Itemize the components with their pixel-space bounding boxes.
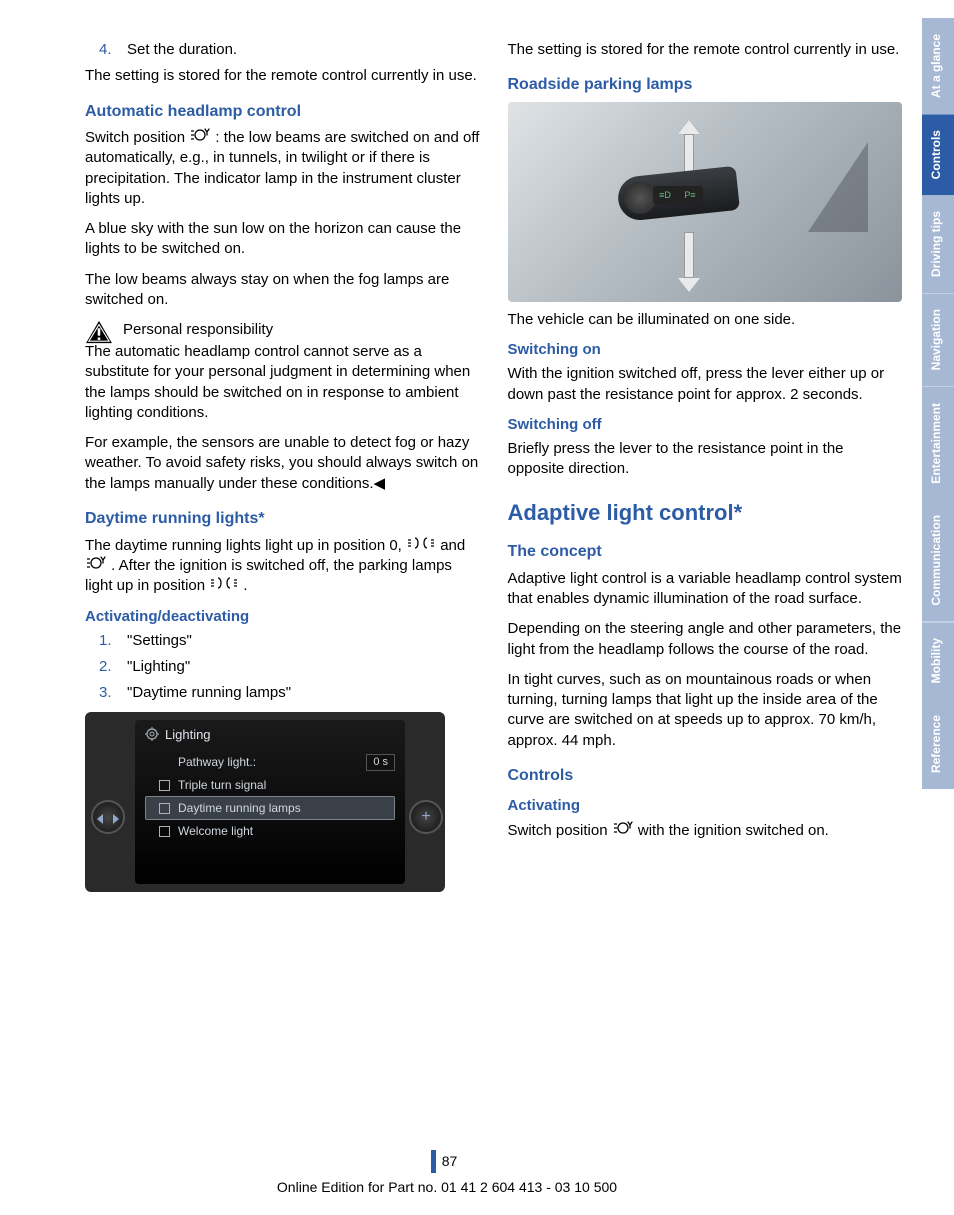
heading-automatic-headlamp: Automatic headlamp control — [85, 101, 480, 123]
heading-switching-off: Switching off — [508, 415, 903, 435]
tab-reference[interactable]: Reference — [922, 699, 954, 789]
tab-at-a-glance[interactable]: At a glance — [922, 18, 954, 114]
stored-note-r: The setting is stored for the remote con… — [508, 40, 903, 60]
step-text: Set the duration. — [127, 40, 237, 60]
step-number: 4. — [99, 40, 113, 60]
heading-controls: Controls — [508, 765, 903, 787]
checkbox-icon — [159, 826, 170, 837]
idrive-row-drl-selected: Daytime running lamps — [145, 796, 395, 820]
right-column: The setting is stored for the remote con… — [508, 40, 903, 1195]
arrow-down-icon — [678, 232, 700, 292]
tab-driving-tips[interactable]: Driving tips — [922, 195, 954, 293]
heading-activating: Activating — [508, 796, 903, 816]
warning-icon — [85, 320, 113, 344]
heading-drl: Daytime running lights* — [85, 508, 480, 530]
concept-p1: Adaptive light control is a variable hea… — [508, 569, 903, 610]
idrive-row-pathway: Pathway light.: 0 s — [145, 751, 395, 774]
heading-adaptive-light: Adaptive light control* — [508, 498, 903, 528]
tab-controls[interactable]: Controls — [922, 114, 954, 195]
idrive-row-welcome: Welcome light — [145, 820, 395, 842]
idrive-screenshot: Lighting Pathway light.: 0 s Triple turn… — [85, 712, 445, 892]
gear-icon — [145, 727, 159, 741]
tab-mobility[interactable]: Mobility — [922, 622, 954, 699]
idrive-row-triple: Triple turn signal — [145, 774, 395, 796]
checkbox-icon — [159, 803, 170, 814]
auto-light-icon — [85, 556, 107, 576]
heading-activating-deactivating: Activating/deactivating — [85, 607, 480, 627]
warning-p2: For example, the sensors are unable to d… — [85, 433, 480, 494]
menu-step-2: 2."Lighting" — [85, 657, 480, 677]
step-4: 4. Set the duration. — [85, 40, 480, 60]
auto-light-icon — [189, 128, 211, 148]
stored-note: The setting is stored for the remote con… — [85, 66, 480, 86]
tab-communication[interactable]: Communication — [922, 499, 954, 622]
footer-text: Online Edition for Part no. 01 41 2 604 … — [0, 1178, 894, 1197]
switching-off-p: Briefly press the lever to the resistanc… — [508, 439, 903, 480]
page-number: 87 — [0, 1150, 894, 1173]
activating-p: Switch position with the ignition switch… — [508, 821, 903, 841]
auto-p2: A blue sky with the sun low on the horiz… — [85, 219, 480, 260]
menu-step-1: 1."Settings" — [85, 631, 480, 651]
heading-switching-on: Switching on — [508, 340, 903, 360]
concept-p2: Depending on the steering angle and othe… — [508, 619, 903, 660]
checkbox-icon — [159, 780, 170, 791]
auto-p3: The low beams always stay on when the fo… — [85, 270, 480, 311]
warning-block: Personal responsibility — [85, 320, 480, 344]
warning-title: Personal responsibility — [123, 320, 273, 340]
tab-entertainment[interactable]: Entertainment — [922, 387, 954, 500]
heading-concept: The concept — [508, 541, 903, 563]
idrive-right-knob — [409, 800, 443, 834]
switching-on-p: With the ignition switched off, press th… — [508, 364, 903, 405]
parking-lights-icon — [406, 536, 436, 556]
drl-p1: The daytime running lights light up in p… — [85, 536, 480, 597]
left-column: 4. Set the duration. The setting is stor… — [85, 40, 480, 1195]
idrive-title: Lighting — [145, 726, 395, 744]
idrive-left-knob — [91, 800, 125, 834]
auto-p1: Switch position : the low beams are swit… — [85, 128, 480, 209]
parking-lights-icon — [209, 576, 239, 596]
menu-step-3: 3."Daytime running lamps" — [85, 683, 480, 703]
parking-caption: The vehicle can be illuminated on one si… — [508, 310, 903, 330]
auto-light-icon — [612, 821, 634, 841]
warning-p1: The automatic headlamp control cannot se… — [85, 342, 480, 423]
heading-roadside-parking: Roadside parking lamps — [508, 74, 903, 96]
parking-lamps-illustration: ≡DP≡ — [508, 102, 903, 302]
concept-p3: In tight curves, such as on mountainous … — [508, 670, 903, 751]
side-tabs: At a glance Controls Driving tips Naviga… — [922, 0, 954, 1215]
tab-navigation[interactable]: Navigation — [922, 293, 954, 386]
